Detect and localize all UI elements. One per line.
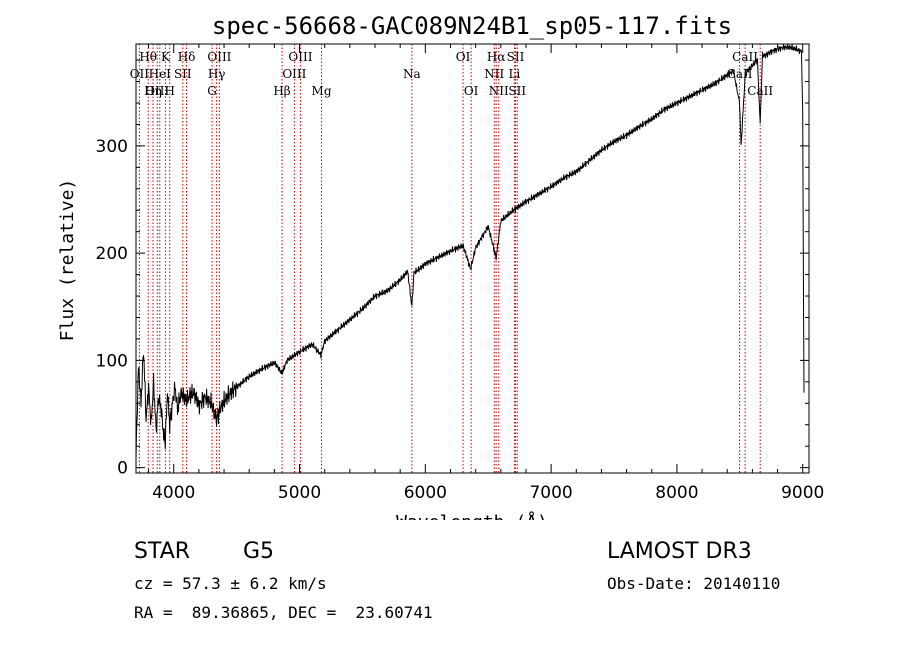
sky-coordinates: RA = 89.36865, DEC = 23.60741 bbox=[134, 603, 433, 622]
flux-series-line bbox=[135, 43, 805, 460]
x-tick-label: 9000 bbox=[781, 483, 824, 503]
emission-line-label: SII bbox=[507, 50, 525, 64]
observation-date: Obs-Date: 20140110 bbox=[607, 574, 781, 593]
y-tick-label: 300 bbox=[96, 137, 128, 157]
emission-line-label: OI bbox=[464, 84, 479, 98]
object-subclass: G5 bbox=[243, 539, 275, 564]
emission-line-label: Na bbox=[403, 67, 421, 81]
emission-line-label: SII bbox=[508, 84, 526, 98]
emission-line-label: Li bbox=[508, 67, 520, 81]
emission-line-label: H bbox=[164, 84, 174, 98]
y-tick-label: 200 bbox=[96, 244, 128, 264]
emission-line-label: NII bbox=[484, 67, 504, 81]
emission-line-label: SII bbox=[174, 67, 192, 81]
emission-line-label: Hα bbox=[487, 50, 506, 64]
emission-line-label: OIII bbox=[145, 84, 169, 98]
y-tick-label: 0 bbox=[117, 459, 128, 479]
emission-line-label: OIII bbox=[282, 67, 306, 81]
x-tick-label: 7000 bbox=[529, 483, 572, 503]
plot-frame bbox=[135, 43, 810, 474]
emission-line-label: OI bbox=[456, 50, 471, 64]
emission-line-label: K bbox=[161, 50, 171, 64]
emission-line-label: HeI bbox=[149, 67, 172, 81]
emission-line-label: CaII bbox=[747, 84, 773, 98]
emission-line-label: Hδ bbox=[178, 50, 196, 64]
emission-line-label: OIII bbox=[207, 50, 231, 64]
emission-line-label: Hθ bbox=[139, 50, 157, 64]
x-tick-label: 5000 bbox=[278, 483, 321, 503]
emission-line-label: NII bbox=[489, 84, 509, 98]
chart-title: spec-56668-GAC089N24B1_sp05-117.fits bbox=[212, 12, 732, 40]
axis-ticks: 4000 5000 6000 7000 8000 9000 0 100 200 300 bbox=[96, 44, 824, 503]
y-axis-label: Flux (relative) bbox=[57, 179, 78, 342]
emission-line-label: Hη bbox=[144, 84, 162, 98]
emission-line-label: G bbox=[207, 84, 217, 98]
x-tick-label: 8000 bbox=[655, 483, 698, 503]
emission-line-label: OIII bbox=[288, 50, 312, 64]
x-tick-label: 6000 bbox=[404, 483, 447, 503]
spectrum-chart: spec-56668-GAC089N24B1_sp05-117.fits OII… bbox=[57, 12, 824, 520]
redshift-velocity: cz = 57.3 ± 6.2 km/s bbox=[134, 574, 327, 593]
x-axis-label: Wavelength (Å) bbox=[396, 511, 548, 520]
emission-line-label: CaII bbox=[732, 50, 758, 64]
emission-line-markers bbox=[138, 44, 761, 473]
emission-line-label: Hβ bbox=[273, 84, 290, 98]
x-tick-label: 4000 bbox=[152, 483, 195, 503]
emission-line-label: Mg bbox=[312, 84, 332, 98]
survey-name: LAMOST DR3 bbox=[607, 539, 752, 564]
object-class: STAR bbox=[134, 539, 191, 564]
emission-line-label: Hγ bbox=[208, 67, 226, 81]
emission-line-label: OII bbox=[130, 67, 150, 81]
y-tick-label: 100 bbox=[96, 351, 128, 371]
